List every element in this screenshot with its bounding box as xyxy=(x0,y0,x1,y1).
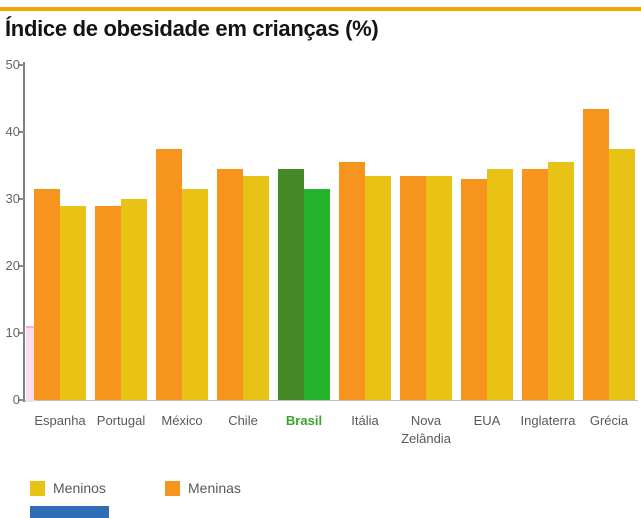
legend-item-meninas: Meninas xyxy=(165,480,241,496)
y-tick-mark xyxy=(18,332,25,334)
bar-meninas-chile xyxy=(217,168,243,400)
x-axis-label-grecia: Grécia xyxy=(589,413,629,428)
legend-item-meninos: Meninos xyxy=(30,480,106,496)
bottom-blue-bar xyxy=(30,506,109,518)
stray-pink-bar xyxy=(26,326,35,402)
bar-meninas-brasil xyxy=(278,168,304,400)
y-tick-mark xyxy=(18,198,25,200)
bar-meninos-grecia xyxy=(609,148,635,400)
bar-meninas-eua xyxy=(461,178,487,400)
legend-swatch-meninas xyxy=(165,480,180,496)
bar-meninas-nova-zelandia xyxy=(400,175,426,400)
y-tick-label: 50 xyxy=(5,57,20,72)
y-tick-label: 30 xyxy=(5,191,20,206)
y-tick-mark xyxy=(18,64,25,66)
x-axis-label-brasil: Brasil xyxy=(285,413,323,428)
bar-meninas-grecia xyxy=(583,108,609,400)
x-axis-line xyxy=(23,400,638,401)
bar-meninas-italia xyxy=(339,162,365,400)
chart-title: Índice de obesidade em crianças (%) xyxy=(5,16,379,41)
bar-meninos-italia xyxy=(365,175,391,400)
y-tick-label: 20 xyxy=(5,258,20,273)
y-tick-mark xyxy=(18,131,25,133)
legend-label-meninos: Meninos xyxy=(53,480,106,496)
y-tick-label: 40 xyxy=(5,124,20,139)
x-axis-label-eua: EUA xyxy=(473,413,501,428)
x-axis-label-italia: Itália xyxy=(351,413,379,428)
bar-meninos-inglaterra xyxy=(548,162,574,400)
y-tick-mark xyxy=(18,399,25,401)
x-axis-label-chile: Chile xyxy=(228,413,258,428)
bar-meninos-espanha xyxy=(60,205,86,400)
bar-meninas-mexico xyxy=(156,148,182,400)
x-axis-label-mexico: México xyxy=(161,413,203,428)
bar-meninas-espanha xyxy=(34,188,60,400)
x-axis-label-nova-zelandia: Nova Zelândia xyxy=(401,413,451,446)
x-axis-label-portugal: Portugal xyxy=(96,413,146,428)
x-axis-label-inglaterra: Inglaterra xyxy=(520,413,576,428)
bar-meninos-chile xyxy=(243,175,269,400)
legend-label-meninas: Meninas xyxy=(188,480,241,496)
bar-meninos-mexico xyxy=(182,188,208,400)
bar-meninos-nova-zelandia xyxy=(426,175,452,400)
x-axis-label-espanha: Espanha xyxy=(34,413,86,428)
y-tick-label: 10 xyxy=(5,325,20,340)
bar-meninos-portugal xyxy=(121,199,147,400)
y-tick-mark xyxy=(18,265,25,267)
bar-meninas-portugal xyxy=(95,205,121,400)
y-tick-label: 0 xyxy=(12,392,20,407)
top-accent-rule xyxy=(0,7,641,11)
bar-meninas-inglaterra xyxy=(522,168,548,400)
bar-meninos-eua xyxy=(487,168,513,400)
legend-swatch-meninos xyxy=(30,480,45,496)
y-axis-line xyxy=(23,62,25,402)
bar-meninos-brasil xyxy=(304,188,330,400)
